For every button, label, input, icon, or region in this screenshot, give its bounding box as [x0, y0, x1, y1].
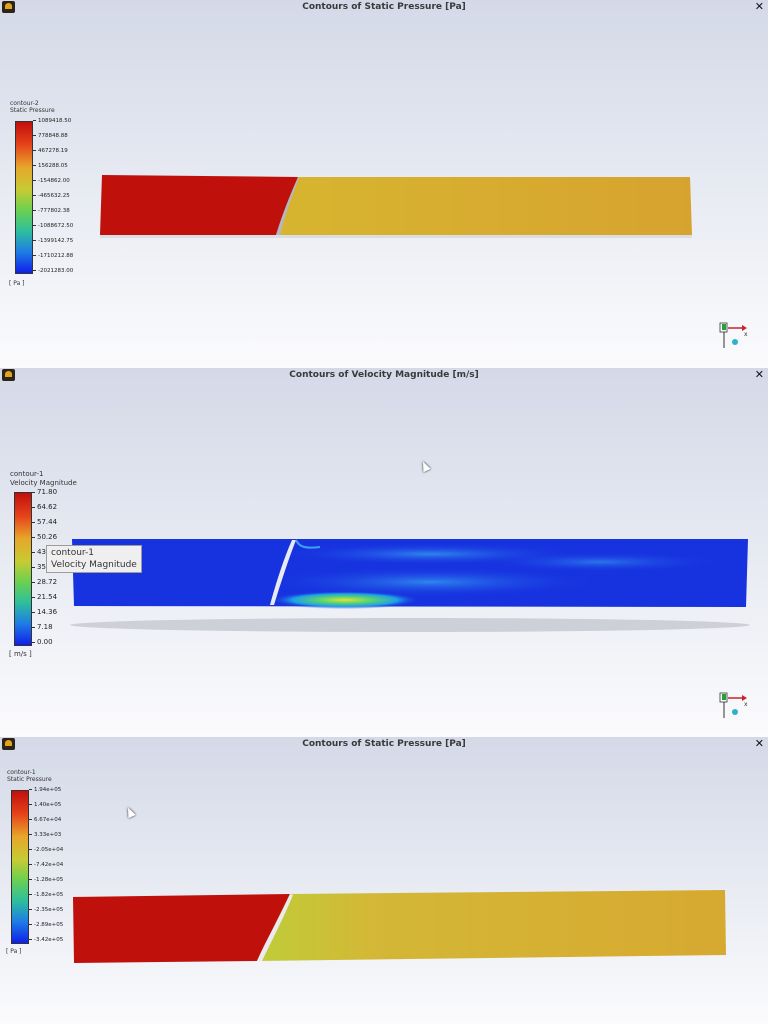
tick-label: 14.36 [32, 608, 57, 616]
tick-label: 64.62 [32, 503, 57, 511]
tick-label: -1710212.88 [33, 253, 73, 259]
tick-label: -465632.25 [33, 193, 70, 199]
svg-text:x: x [744, 701, 748, 708]
velocity-contour-plot[interactable] [0, 368, 768, 737]
tick-label: -7.42e+04 [29, 862, 63, 868]
window-title: Contours of Static Pressure [Pa] [302, 2, 466, 12]
tick-label: 156288.05 [33, 163, 68, 169]
pressure-contour-plot[interactable] [0, 0, 768, 368]
app-icon [2, 1, 15, 13]
contour-name: contour-2 [10, 100, 39, 107]
tick-label: -1088672.50 [33, 223, 73, 229]
tick-label: 21.54 [32, 593, 57, 601]
close-icon[interactable]: ✕ [754, 0, 764, 13]
tick-label: 0.00 [32, 638, 53, 646]
tick-label: -2.35e+05 [29, 907, 63, 913]
colorbar-header: contour-2 Static Pressure [10, 100, 55, 114]
close-icon[interactable]: ✕ [754, 368, 764, 381]
app-icon [2, 369, 15, 381]
tick-label: 71.80 [32, 488, 57, 496]
window-title: Contours of Velocity Magnitude [m/s] [289, 370, 479, 380]
axis-triad-icon[interactable]: x [716, 688, 750, 726]
tick-label: -3.42e+05 [29, 937, 63, 943]
tick-label: 28.72 [32, 578, 57, 586]
colorbar-header: contour-1 Static Pressure [7, 769, 52, 783]
tick-label: 43 [32, 548, 46, 556]
title-bar: Contours of Velocity Magnitude [m/s] ✕ [0, 368, 768, 384]
tick-label: 3.33e+03 [29, 832, 61, 838]
app-icon [2, 738, 15, 750]
svg-text:x: x [744, 331, 748, 338]
tick-label: 35 [32, 563, 46, 571]
tick-label: 1089418.50 [33, 118, 71, 124]
viewport-panel-2[interactable]: Contours of Velocity Magnitude [m/s] ✕ c… [0, 368, 768, 737]
tick-label: -2.89e+05 [29, 922, 63, 928]
colorbar-header: contour-1 Velocity Magnitude [10, 470, 77, 488]
field-name: Velocity Magnitude [10, 479, 77, 487]
tick-label: 778848.88 [33, 133, 68, 139]
unit-label: [ m/s ] [9, 650, 32, 658]
tooltip-line: Velocity Magnitude [51, 560, 137, 570]
tick-label: 6.67e+04 [29, 817, 61, 823]
tick-label: -1399142.75 [33, 238, 73, 244]
tick-label: -154862.00 [33, 178, 70, 184]
contour-name: contour-1 [7, 769, 36, 776]
pressure-contour-plot[interactable] [0, 737, 768, 1024]
contour-name: contour-1 [10, 470, 44, 478]
title-bar: Contours of Static Pressure [Pa] ✕ [0, 737, 768, 753]
axis-triad-icon[interactable]: x [716, 318, 750, 356]
tooltip-line: contour-1 [51, 548, 94, 558]
unit-label: [ Pa ] [9, 280, 25, 287]
title-bar: Contours of Static Pressure [Pa] ✕ [0, 0, 768, 16]
viewport-panel-1[interactable]: Contours of Static Pressure [Pa] ✕ conto… [0, 0, 768, 368]
tick-label: -777802.38 [33, 208, 70, 214]
field-name: Static Pressure [7, 776, 52, 783]
tick-label: 7.18 [32, 623, 53, 631]
tick-label: -2.05e+04 [29, 847, 63, 853]
tick-label: -1.28e+05 [29, 877, 63, 883]
tick-label: -2021283.00 [33, 268, 73, 274]
tick-label: 50.26 [32, 533, 57, 541]
viewport-panel-3[interactable]: Contours of Static Pressure [Pa] ✕ conto… [0, 737, 768, 1024]
tick-label: 1.94e+05 [29, 787, 61, 793]
close-icon[interactable]: ✕ [754, 737, 764, 750]
tick-label: 467278.19 [33, 148, 68, 154]
window-title: Contours of Static Pressure [Pa] [302, 739, 466, 749]
tick-label: 57.44 [32, 518, 57, 526]
contour-tooltip: contour-1 Velocity Magnitude [46, 545, 142, 573]
tick-label: -1.82e+05 [29, 892, 63, 898]
unit-label: [ Pa ] [6, 948, 22, 955]
tick-label: 1.40e+05 [29, 802, 61, 808]
field-name: Static Pressure [10, 107, 55, 114]
